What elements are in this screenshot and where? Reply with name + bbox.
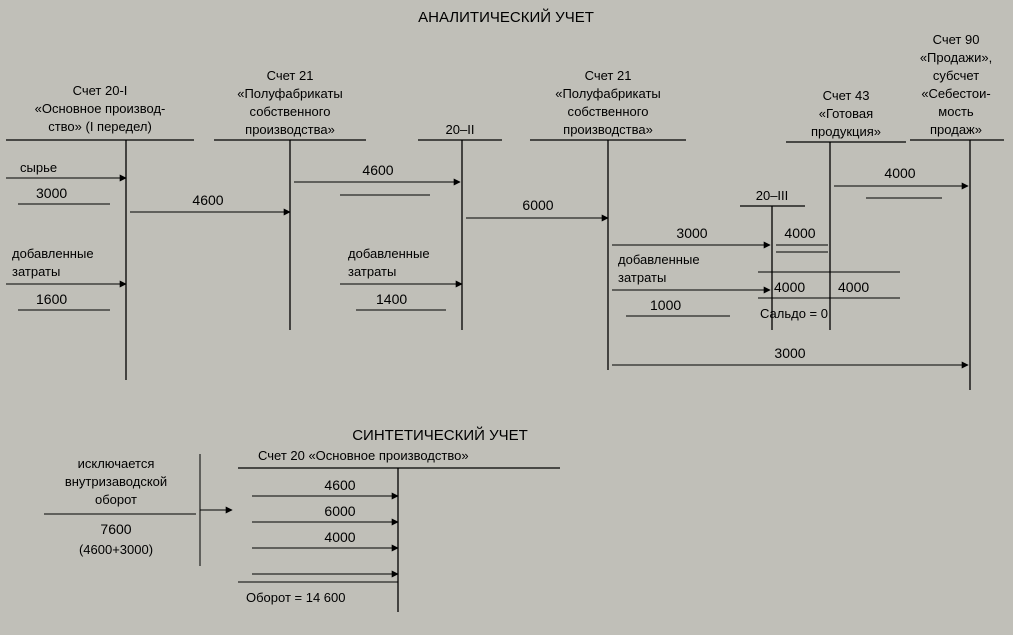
hdr-21a-l1: Счет 21 bbox=[267, 68, 314, 83]
lbl-balance0: Сальдо = 0 bbox=[760, 306, 828, 321]
hdr-21b-l3: собственного bbox=[568, 104, 649, 119]
num-4000-a: 4000 bbox=[784, 225, 815, 241]
hdr-20-3: 20–III bbox=[756, 188, 789, 203]
title-analytical: АНАЛИТИЧЕСКИЙ УЧЕТ bbox=[418, 8, 594, 26]
hdr-43-l1: Счет 43 bbox=[823, 88, 870, 103]
lbl-added-a2: затраты bbox=[12, 264, 60, 279]
hdr-20-1-l2: «Основное производ- bbox=[35, 101, 166, 116]
lbl-7600-expr: (4600+3000) bbox=[79, 542, 153, 557]
accounting-diagram: АНАЛИТИЧЕСКИЙ УЧЕТ СИНТЕТИЧЕСКИЙ УЧЕТ Сч… bbox=[0, 0, 1013, 635]
num-7600: 7600 bbox=[100, 521, 131, 537]
hdr-20-1-l3: ство» (I передел) bbox=[48, 119, 152, 134]
num-6000: 6000 bbox=[522, 197, 553, 213]
hdr-90-l6: продаж» bbox=[930, 122, 982, 137]
hdr-21b-l2: «Полуфабрикаты bbox=[555, 86, 661, 101]
hdr-43-l3: продукция» bbox=[811, 124, 881, 139]
num-3000-a: 3000 bbox=[36, 185, 67, 201]
num-3000-b: 3000 bbox=[676, 225, 707, 241]
num-3000-long: 3000 bbox=[774, 345, 805, 361]
lbl-added-a1: добавленные bbox=[12, 246, 94, 261]
num-4000-r: 4000 bbox=[838, 279, 869, 295]
hdr-21b-l4: производства» bbox=[563, 122, 653, 137]
lbl-raw: сырье bbox=[20, 160, 57, 175]
hdr-90-l2: «Продажи», bbox=[920, 50, 992, 65]
num-1400: 1400 bbox=[376, 291, 407, 307]
s-6000: 6000 bbox=[324, 503, 355, 519]
hdr-21b-l1: Счет 21 bbox=[585, 68, 632, 83]
num-4000-l: 4000 bbox=[774, 279, 805, 295]
lbl-turnover: Оборот = 14 600 bbox=[246, 590, 346, 605]
lbl-added-c2: затраты bbox=[618, 270, 666, 285]
hdr-90-l3: субсчет bbox=[933, 68, 979, 83]
lbl-added-b2: затраты bbox=[348, 264, 396, 279]
hdr-20-2: 20–II bbox=[446, 122, 475, 137]
hdr-21a-l4: производства» bbox=[245, 122, 335, 137]
hdr-43-l2: «Готовая bbox=[819, 106, 873, 121]
s-4600: 4600 bbox=[324, 477, 355, 493]
num-1000: 1000 bbox=[650, 297, 681, 313]
hdr-90-l1: Счет 90 bbox=[933, 32, 980, 47]
lbl-added-b1: добавленные bbox=[348, 246, 430, 261]
hdr-21a-l3: собственного bbox=[250, 104, 331, 119]
hdr-21a-l2: «Полуфабрикаты bbox=[237, 86, 343, 101]
s-4000: 4000 bbox=[324, 529, 355, 545]
lbl-added-c1: добавленные bbox=[618, 252, 700, 267]
lbl-excl-1: исключается bbox=[78, 456, 155, 471]
num-4600-flow1: 4600 bbox=[192, 192, 223, 208]
hdr-20-1-l1: Счет 20-I bbox=[73, 83, 128, 98]
title-synthetic: СИНТЕТИЧЕСКИЙ УЧЕТ bbox=[352, 426, 528, 444]
lbl-excl-2: внутризаводской bbox=[65, 474, 167, 489]
hdr-s20: Счет 20 «Основное производство» bbox=[258, 448, 469, 463]
hdr-90-l4: «Себестои- bbox=[921, 86, 990, 101]
num-4000-top: 4000 bbox=[884, 165, 915, 181]
lbl-excl-3: оборот bbox=[95, 492, 137, 507]
num-1600: 1600 bbox=[36, 291, 67, 307]
hdr-90-l5: мость bbox=[938, 104, 974, 119]
num-4600-in21a: 4600 bbox=[362, 162, 393, 178]
